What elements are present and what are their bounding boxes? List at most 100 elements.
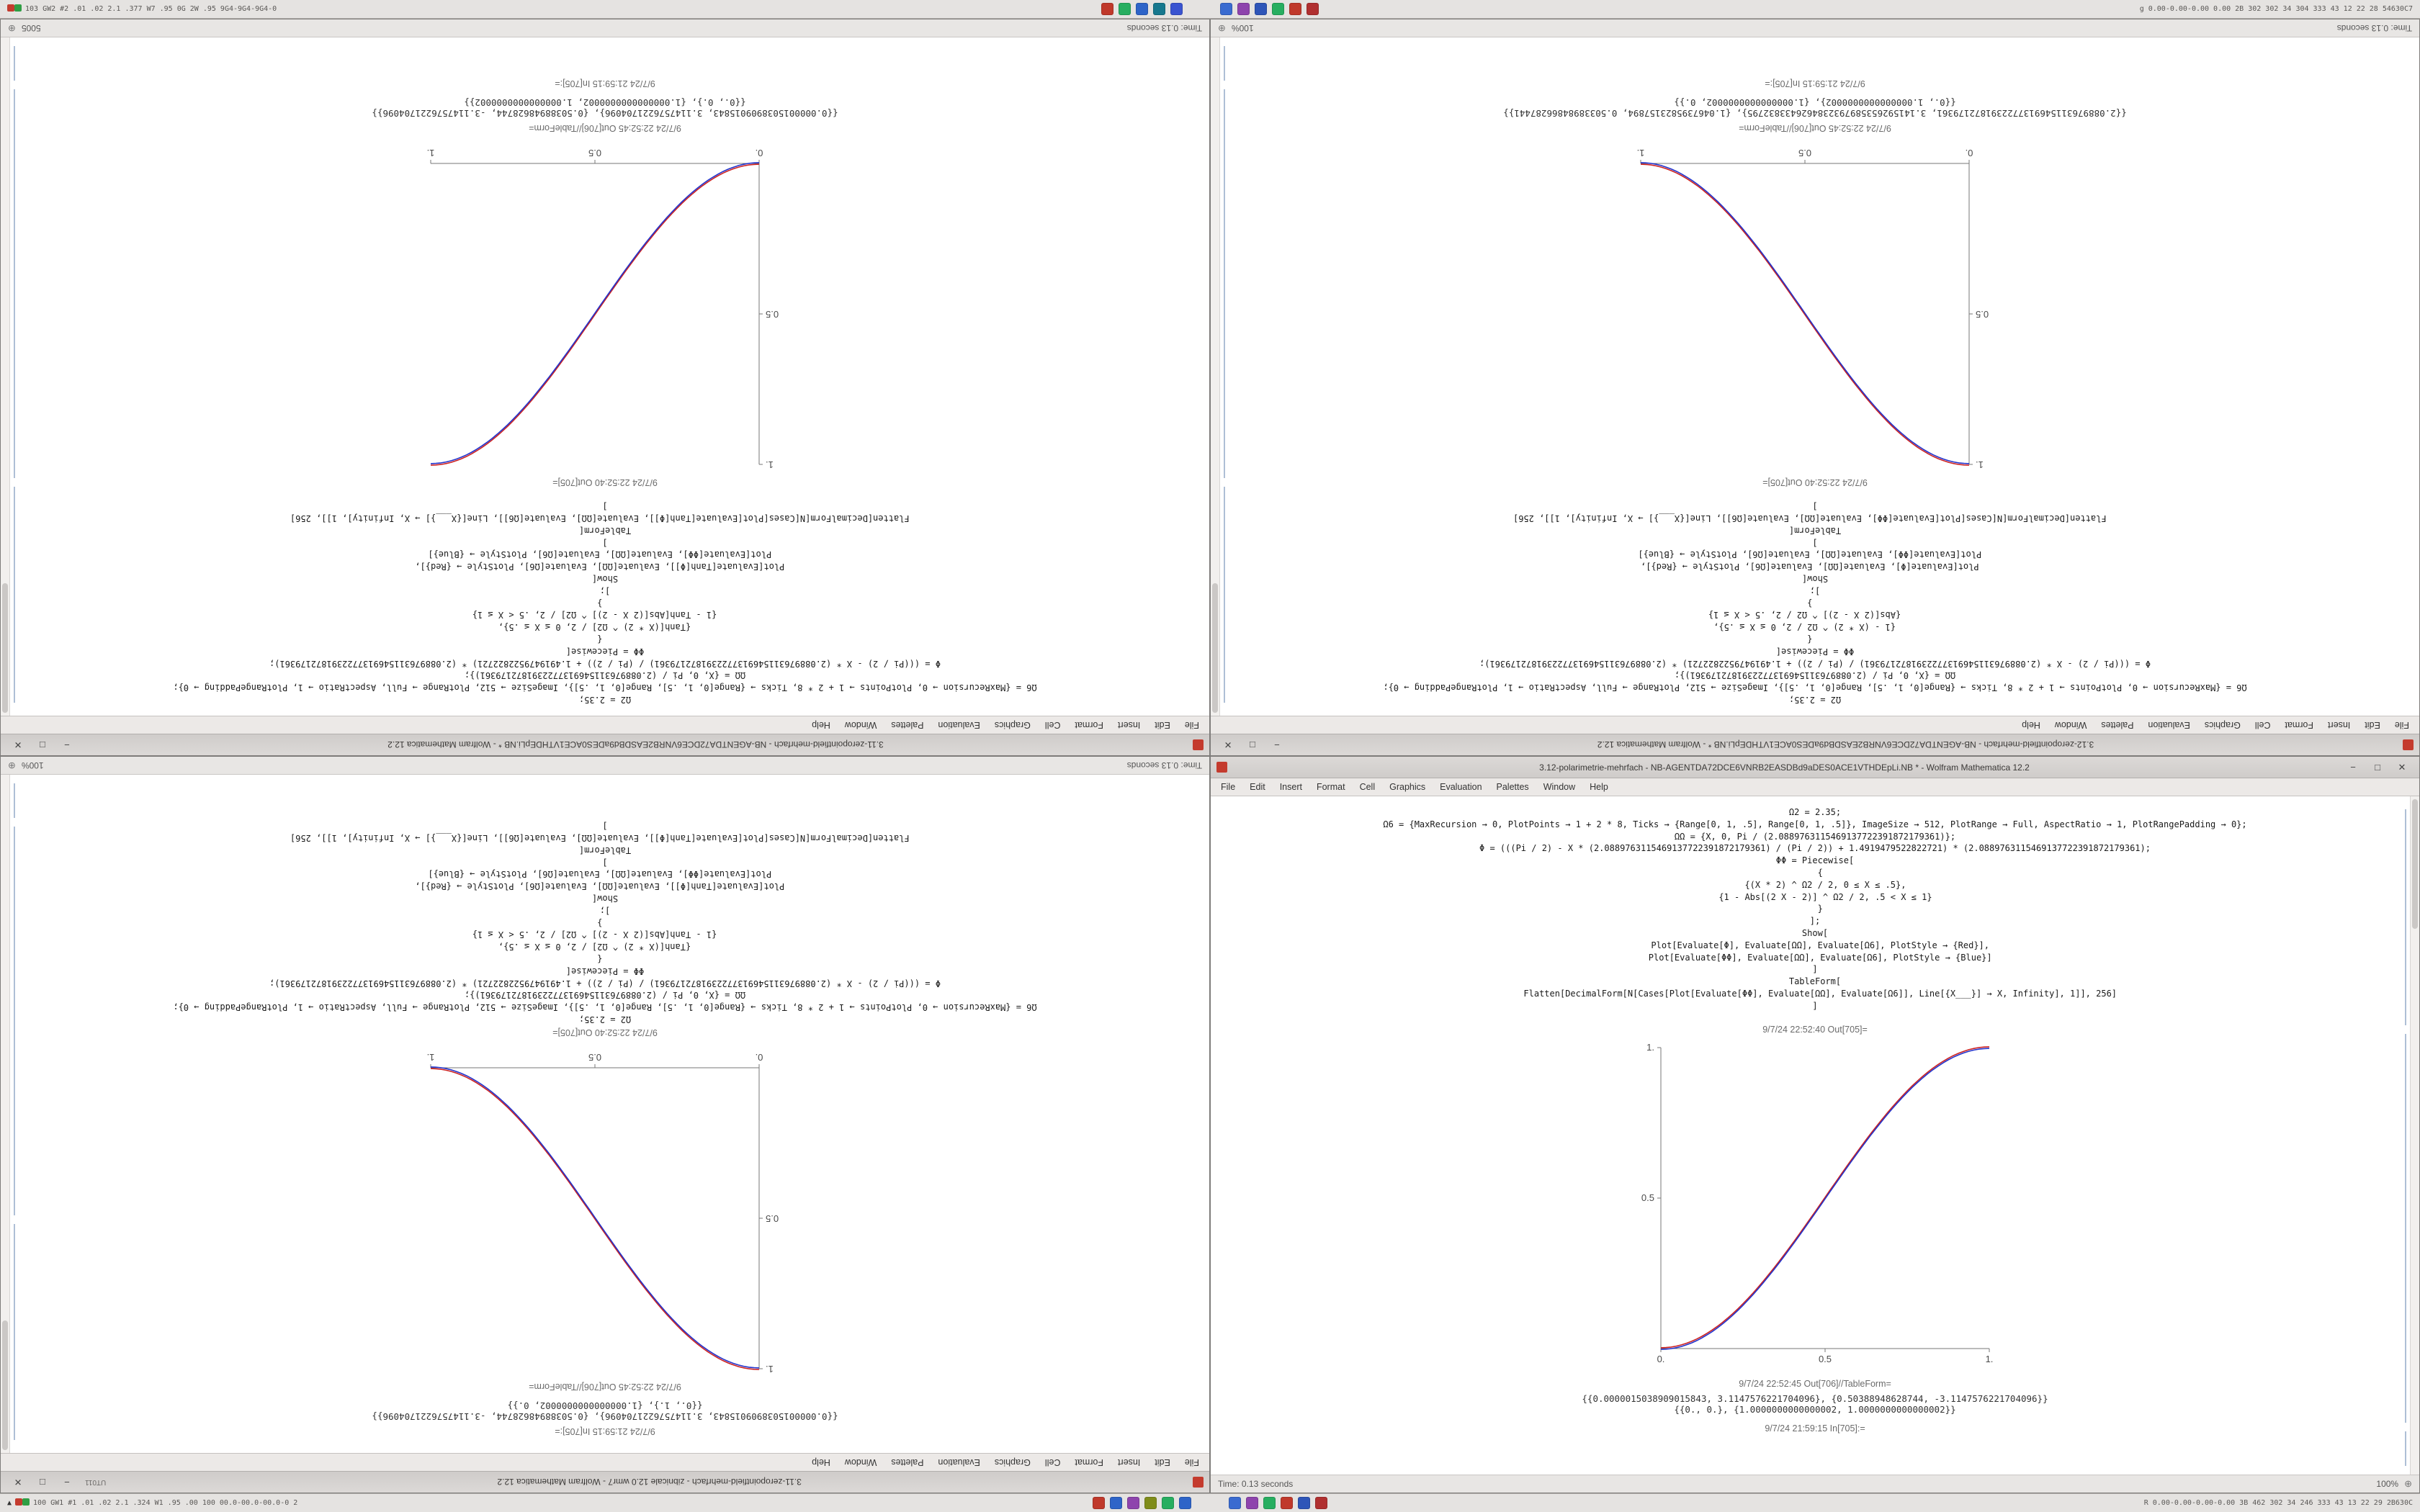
cell-bracket[interactable] [14,1224,15,1440]
maximize-button[interactable]: □ [40,1477,45,1488]
magnifier-icon[interactable]: ⊕ [2404,1478,2412,1489]
window-titlebar[interactable]: 3.11-zeropointfield-mehrfach - NB-AGENTD… [1,734,1209,755]
taskbar-app-icon[interactable] [1229,1497,1241,1509]
menu-item-insert[interactable]: Insert [1279,782,1302,792]
cell-bracket[interactable] [1224,89,1225,478]
menu-item-palettes[interactable]: Palettes [1496,782,1529,792]
magnifier-icon[interactable]: ⊕ [8,23,16,34]
taskbar-app-icon[interactable] [1153,3,1165,15]
cell-bracket[interactable] [14,89,15,478]
vertical-scrollbar[interactable] [1211,37,1220,716]
menu-item-graphics[interactable]: Graphics [994,720,1031,730]
input-cell[interactable]: Ω2 = 2.35; Ω6 = {MaxRecursion → 0, PlotP… [1383,807,2247,1011]
menu-item-cell[interactable]: Cell [1044,720,1061,730]
menu-item-help[interactable]: Help [812,1457,830,1467]
scrollbar-thumb[interactable] [2,1320,8,1450]
taskbar-app-icon[interactable] [1255,3,1267,15]
taskbar-app-icon[interactable] [1281,1497,1293,1509]
taskbar-app-icon[interactable] [1170,3,1183,15]
taskbar-app-icon[interactable] [1144,1497,1157,1509]
menu-item-insert[interactable]: Insert [1118,1457,1141,1467]
taskbar-app-icon[interactable] [1307,3,1319,15]
menu-item-help[interactable]: Help [2022,720,2040,730]
taskbar-app-icon[interactable] [1119,3,1131,15]
scrollbar-thumb[interactable] [2,583,8,713]
vertical-scrollbar[interactable] [1,775,10,1453]
menu-item-file[interactable]: File [1184,720,1199,730]
menu-item-format[interactable]: Format [1075,1457,1104,1467]
cell-bracket[interactable] [1224,487,1225,703]
maximize-button[interactable]: □ [2375,762,2380,773]
taskbar-app-icon[interactable] [1315,1497,1327,1509]
cell-bracket[interactable] [1224,46,1225,81]
cell-bracket[interactable] [2405,809,2406,1025]
taskbar-app-icon[interactable] [15,1498,23,1506]
menu-item-format[interactable]: Format [2285,720,2314,730]
menu-item-cell[interactable]: Cell [1044,1457,1061,1467]
menu-item-palettes[interactable]: Palettes [2101,720,2134,730]
taskbar-app-icon[interactable] [1272,3,1284,15]
window-titlebar[interactable]: 3.11-zeropointfield-mehrfach - zibnicale… [1,1471,1209,1493]
cell-bracket[interactable] [14,487,15,703]
close-button[interactable]: ✕ [2398,761,2406,773]
magnifier-icon[interactable]: ⊕ [1218,23,1226,34]
close-button[interactable]: ✕ [14,1477,22,1488]
menu-item-evaluation[interactable]: Evaluation [938,720,980,730]
menu-item-graphics[interactable]: Graphics [2204,720,2241,730]
cell-bracket[interactable] [14,827,15,1215]
input-cell[interactable]: Ω2 = 2.35; Ω6 = {MaxRecursion → 0, PlotP… [1383,501,2247,705]
menu-item-help[interactable]: Help [812,720,830,730]
input-cell[interactable]: Ω2 = 2.35; Ω6 = {MaxRecursion → 0, PlotP… [173,821,1037,1025]
taskbar-app-icon[interactable] [7,4,14,12]
taskbar-app-icon[interactable] [1289,3,1301,15]
taskbar-app-icon[interactable] [1246,1497,1258,1509]
cell-bracket[interactable] [2405,1034,2406,1423]
menu-item-file[interactable]: File [2394,720,2409,730]
minimize-button[interactable]: − [1274,739,1280,750]
menu-item-format[interactable]: Format [1316,782,1345,792]
taskbar-app-icon[interactable] [1101,3,1113,15]
vertical-scrollbar[interactable] [2410,796,2419,1475]
close-button[interactable]: ✕ [14,739,22,751]
minimize-button[interactable]: − [2350,762,2356,773]
notification-arrow-icon[interactable]: ▲ [7,1499,12,1507]
taskbar-app-icon[interactable] [22,1498,30,1506]
taskbar-app-icon[interactable] [14,4,22,12]
menu-item-cell[interactable]: Cell [2254,720,2271,730]
close-button[interactable]: ✕ [1224,739,1232,751]
menu-item-edit[interactable]: Edit [1250,782,1265,792]
maximize-button[interactable]: □ [1250,739,1255,750]
minimize-button[interactable]: − [64,739,70,750]
window-titlebar[interactable]: 3.12-polarimetrie-mehrfach - NB-AGENTDA7… [1211,757,2419,778]
taskbar-app-icon[interactable] [1110,1497,1122,1509]
menu-item-graphics[interactable]: Graphics [994,1457,1031,1467]
taskbar-app-icon[interactable] [1298,1497,1310,1509]
magnifier-icon[interactable]: ⊕ [8,760,16,771]
menu-item-insert[interactable]: Insert [1118,720,1141,730]
taskbar-app-icon[interactable] [1263,1497,1276,1509]
menu-item-evaluation[interactable]: Evaluation [938,1457,980,1467]
menu-item-evaluation[interactable]: Evaluation [2148,720,2190,730]
input-cell[interactable]: Ω2 = 2.35; Ω6 = {MaxRecursion → 0, PlotP… [173,501,1037,705]
menu-item-help[interactable]: Help [1590,782,1608,792]
taskbar-app-icon[interactable] [1136,3,1148,15]
menu-item-edit[interactable]: Edit [1155,1457,1170,1467]
menu-item-edit[interactable]: Edit [1155,720,1170,730]
taskbar-app-icon[interactable] [1237,3,1250,15]
menu-item-edit[interactable]: Edit [2365,720,2380,730]
menu-item-palettes[interactable]: Palettes [891,720,924,730]
cell-bracket[interactable] [14,46,15,81]
scrollbar-thumb[interactable] [1212,583,1218,713]
menu-item-evaluation[interactable]: Evaluation [1440,782,1482,792]
cell-bracket[interactable] [14,783,15,818]
vertical-scrollbar[interactable] [1,37,10,716]
menu-item-palettes[interactable]: Palettes [891,1457,924,1467]
taskbar-app-icon[interactable] [1179,1497,1191,1509]
scrollbar-thumb[interactable] [2412,799,2418,929]
taskbar-app-icon[interactable] [1127,1497,1139,1509]
menu-item-file[interactable]: File [1184,1457,1199,1467]
menu-item-cell[interactable]: Cell [1359,782,1376,792]
minimize-button[interactable]: − [64,1477,70,1488]
window-titlebar[interactable]: 3.12-zeropointfield-mehrfach - NB-AGENTD… [1211,734,2419,755]
menu-item-graphics[interactable]: Graphics [1389,782,1426,792]
